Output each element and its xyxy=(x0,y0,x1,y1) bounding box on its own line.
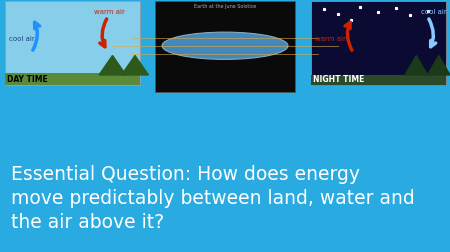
Text: ATMOSPHERIC MOTION: ATMOSPHERIC MOTION xyxy=(72,108,378,132)
Text: warm air: warm air xyxy=(315,36,346,42)
FancyBboxPatch shape xyxy=(4,74,140,85)
Polygon shape xyxy=(99,56,126,76)
Polygon shape xyxy=(122,56,148,76)
FancyBboxPatch shape xyxy=(4,2,140,85)
FancyBboxPatch shape xyxy=(155,2,295,92)
Polygon shape xyxy=(405,56,428,76)
Text: warm air: warm air xyxy=(94,9,126,15)
Text: SC.6.E.7.5  Explain how energy provided by the Sun influences global patterns of: SC.6.E.7.5 Explain how energy provided b… xyxy=(9,125,436,147)
Text: cool air: cool air xyxy=(421,9,446,15)
Text: cool air: cool air xyxy=(9,36,35,42)
FancyBboxPatch shape xyxy=(310,2,446,85)
Text: Earth at the June Solstice: Earth at the June Solstice xyxy=(194,4,256,9)
Polygon shape xyxy=(428,56,450,76)
Text: NIGHT TIME: NIGHT TIME xyxy=(313,75,364,84)
Circle shape xyxy=(162,33,288,60)
Text: DAY TIME: DAY TIME xyxy=(7,75,48,84)
FancyBboxPatch shape xyxy=(310,76,446,85)
Text: Essential Question: How does energy
move predictably between land, water and
the: Essential Question: How does energy move… xyxy=(11,164,415,231)
